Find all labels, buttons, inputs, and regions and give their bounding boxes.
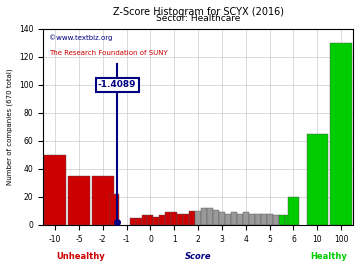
Bar: [153, 217, 159, 225]
Bar: [288, 197, 300, 225]
Bar: [68, 176, 90, 225]
Bar: [141, 215, 148, 225]
Bar: [213, 210, 219, 225]
Bar: [355, 217, 360, 225]
Bar: [148, 215, 153, 225]
Text: Score: Score: [185, 252, 211, 261]
Text: The Research Foundation of SUNY: The Research Foundation of SUNY: [49, 50, 168, 56]
Bar: [136, 218, 141, 225]
Bar: [92, 176, 113, 225]
Bar: [255, 214, 261, 225]
Title: Z-Score Histogram for SCYX (2016): Z-Score Histogram for SCYX (2016): [113, 7, 284, 17]
Bar: [110, 194, 120, 225]
Text: Sector: Healthcare: Sector: Healthcare: [156, 14, 240, 23]
Bar: [284, 215, 291, 225]
Bar: [267, 214, 273, 225]
Text: Unhealthy: Unhealthy: [56, 252, 105, 261]
Bar: [195, 211, 201, 225]
Bar: [44, 155, 66, 225]
Bar: [330, 43, 352, 225]
Bar: [183, 214, 189, 225]
Text: -1.4089: -1.4089: [98, 80, 136, 89]
Bar: [225, 214, 231, 225]
Bar: [177, 214, 183, 225]
Bar: [231, 212, 237, 225]
Bar: [279, 215, 284, 225]
Bar: [237, 214, 243, 225]
Y-axis label: Number of companies (670 total): Number of companies (670 total): [7, 69, 13, 185]
Bar: [307, 134, 328, 225]
Text: Healthy: Healthy: [310, 252, 347, 261]
Text: ©www.textbiz.org: ©www.textbiz.org: [49, 35, 113, 41]
Bar: [171, 212, 177, 225]
Bar: [159, 215, 165, 225]
Bar: [243, 212, 249, 225]
Bar: [130, 218, 136, 225]
Bar: [189, 211, 195, 225]
Bar: [261, 214, 267, 225]
Bar: [207, 208, 213, 225]
Bar: [249, 214, 255, 225]
Bar: [219, 212, 225, 225]
Bar: [273, 215, 279, 225]
Bar: [165, 212, 171, 225]
Bar: [201, 208, 207, 225]
